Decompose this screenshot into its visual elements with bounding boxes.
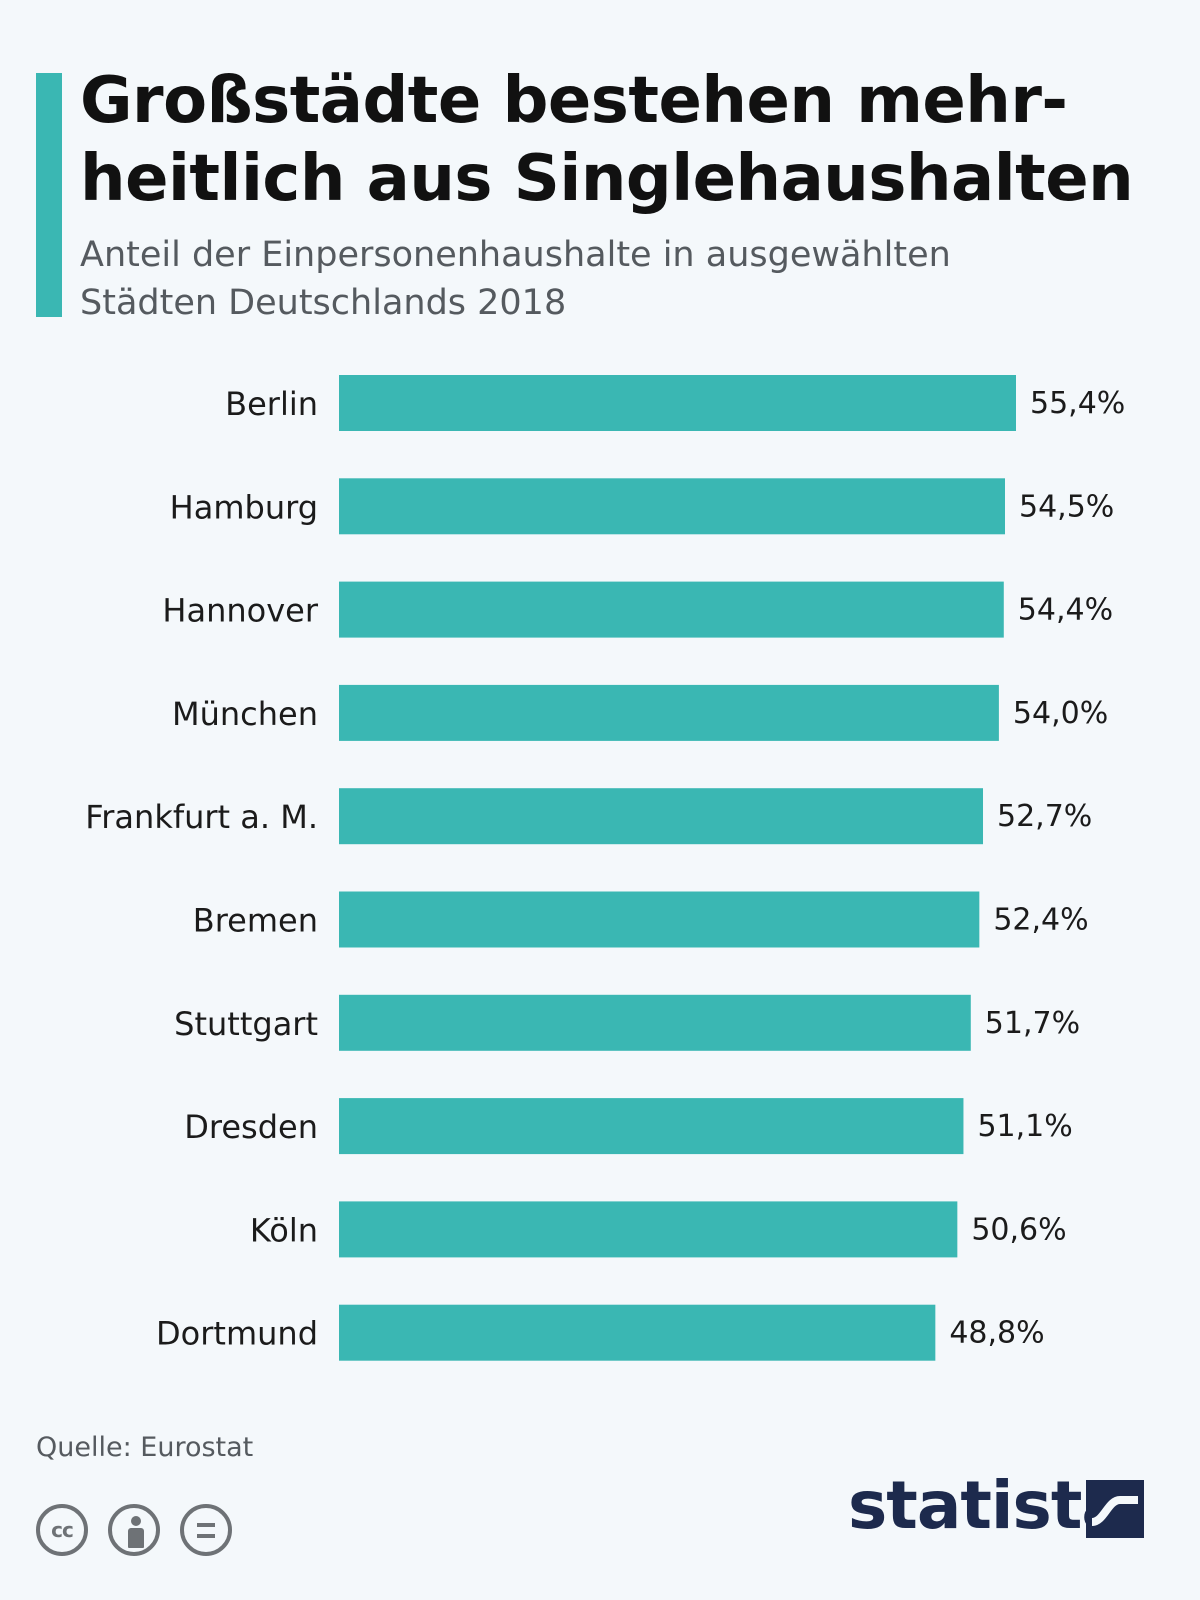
chart-subtitle-line-2: Städten Deutschlands 2018 bbox=[80, 283, 567, 323]
bar[interactable] bbox=[339, 375, 1016, 431]
chart-subtitle: Anteil der Einpersonenhaushalte in ausge… bbox=[80, 231, 1160, 327]
category-label: Bremen bbox=[193, 902, 318, 940]
category-label: Hamburg bbox=[170, 488, 318, 526]
category-label: Dresden bbox=[184, 1108, 318, 1146]
title-accent-bar bbox=[36, 73, 62, 317]
bar[interactable] bbox=[339, 1201, 958, 1258]
value-label: 50,6% bbox=[971, 1212, 1066, 1247]
bar[interactable] bbox=[339, 994, 971, 1051]
value-label: 48,8% bbox=[949, 1316, 1044, 1351]
category-label: Stuttgart bbox=[174, 1005, 318, 1043]
value-label: 51,1% bbox=[977, 1109, 1072, 1144]
cc-icon[interactable]: cc bbox=[36, 1504, 88, 1556]
value-label: 54,4% bbox=[1018, 593, 1113, 628]
statista-wordmark: statista bbox=[848, 1467, 1126, 1544]
chart-title-line-2: heitlich aus Singlehaushalten bbox=[80, 142, 1134, 216]
bar[interactable] bbox=[339, 581, 1004, 638]
value-label: 54,5% bbox=[1019, 489, 1114, 524]
value-label: 51,7% bbox=[985, 1006, 1080, 1041]
category-label: Berlin bbox=[225, 385, 318, 423]
chart-title-line-1: Großstädte bestehen mehr- bbox=[80, 64, 1068, 138]
nd-icon[interactable] bbox=[180, 1504, 232, 1556]
chart-subtitle-line-1: Anteil der Einpersonenhaushalte in ausge… bbox=[80, 235, 951, 275]
category-label: Köln bbox=[250, 1211, 318, 1249]
value-label: 52,7% bbox=[997, 799, 1092, 834]
category-label: Dortmund bbox=[156, 1315, 318, 1353]
bar[interactable] bbox=[339, 891, 980, 948]
by-icon-body bbox=[128, 1528, 144, 1548]
value-label: 52,4% bbox=[993, 903, 1088, 938]
by-icon[interactable] bbox=[108, 1504, 160, 1556]
value-label: 55,4% bbox=[1030, 386, 1125, 421]
source-note: Quelle: Eurostat bbox=[36, 1432, 254, 1463]
nd-icon-line-bottom bbox=[197, 1534, 215, 1538]
cc-icon-text: cc bbox=[51, 1518, 74, 1542]
bar[interactable] bbox=[339, 788, 984, 845]
category-label: Frankfurt a. M. bbox=[85, 798, 318, 836]
bar[interactable] bbox=[339, 478, 1006, 535]
statista-mark-icon bbox=[1086, 1480, 1144, 1538]
nd-icon-line-top bbox=[197, 1523, 215, 1527]
bar[interactable] bbox=[339, 1304, 936, 1361]
bar[interactable] bbox=[339, 684, 999, 741]
value-label: 54,0% bbox=[1013, 696, 1108, 731]
bar-chart: Berlin 55,4% Hamburg 54,5% Hannover 54,4% Münc… bbox=[85, 375, 1125, 1361]
bar[interactable] bbox=[339, 1098, 964, 1155]
chart-title: Großstädte bestehen mehr- heitlich aus S… bbox=[80, 62, 1180, 218]
by-icon-head bbox=[131, 1516, 141, 1526]
category-label: München bbox=[172, 695, 318, 733]
category-label: Hannover bbox=[162, 592, 318, 630]
